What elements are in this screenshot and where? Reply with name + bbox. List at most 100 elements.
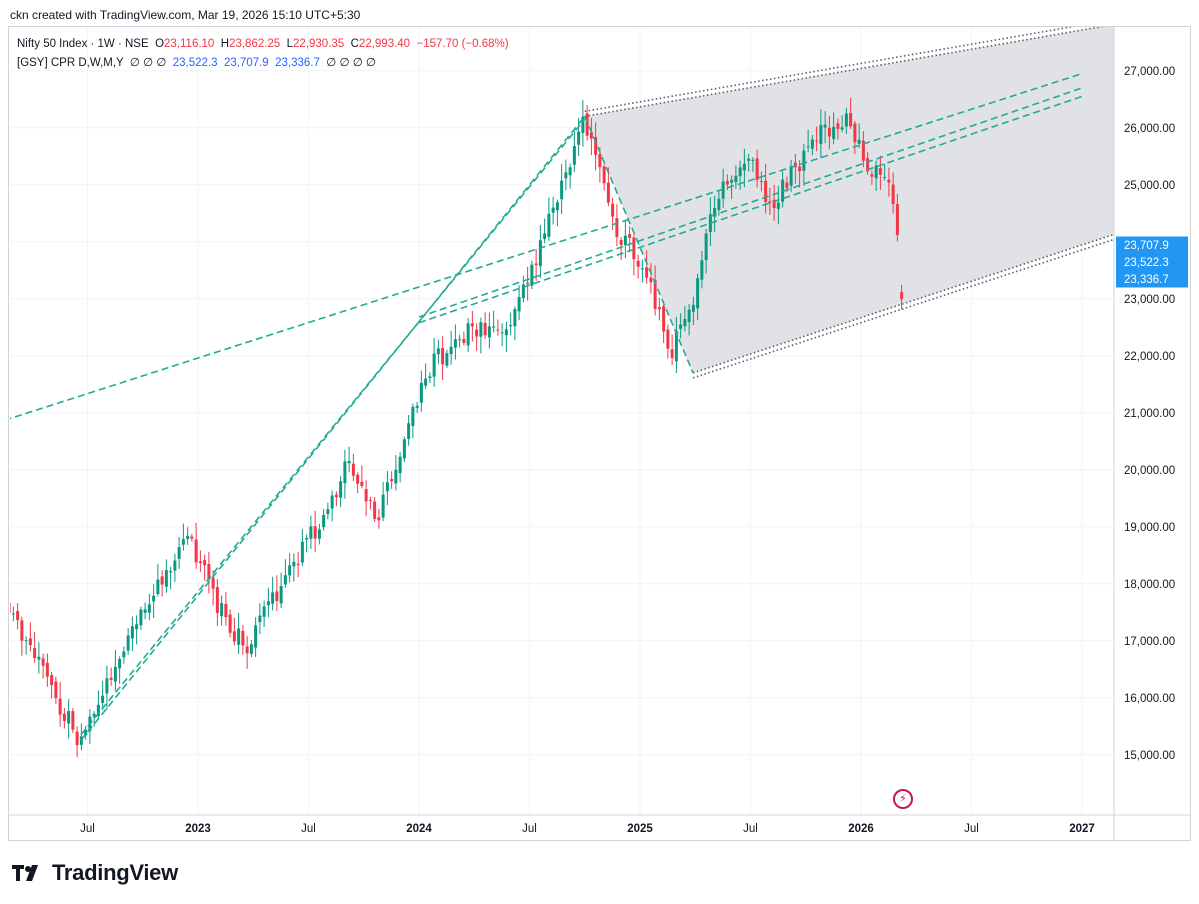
- candle-body: [487, 326, 491, 338]
- indicator-value-3: 23,336.7: [275, 57, 320, 69]
- candle-body: [662, 306, 666, 332]
- tradingview-logo-icon: [12, 865, 38, 881]
- candle-body: [581, 116, 585, 133]
- candle-body: [836, 123, 840, 129]
- candle-body: [806, 146, 810, 148]
- candle-body: [292, 561, 296, 567]
- candle-body: [832, 126, 836, 139]
- trendline: [584, 116, 694, 374]
- candle-body: [164, 570, 168, 587]
- chart-frame[interactable]: [8, 26, 1191, 841]
- candle-body: [356, 474, 360, 484]
- indicator-nulls-2: ∅ ∅ ∅ ∅: [326, 57, 376, 69]
- candle-body: [232, 631, 236, 642]
- candle-body: [424, 378, 428, 386]
- candle-body: [313, 526, 317, 539]
- candle-body: [364, 489, 368, 502]
- candle-body: [640, 268, 644, 270]
- candle-body: [368, 500, 372, 502]
- candle-body: [181, 539, 185, 545]
- candle-body: [317, 529, 321, 539]
- open-value: 23,116.10: [164, 38, 215, 50]
- candle-body: [564, 172, 568, 179]
- candle-body: [428, 376, 432, 379]
- candle-body: [237, 628, 241, 645]
- candle-body: [411, 406, 415, 427]
- candle-body: [602, 166, 606, 184]
- candle-body: [560, 180, 564, 200]
- candle-body: [674, 331, 678, 362]
- channel-fill: [584, 27, 1114, 373]
- x-tick-label: 2026: [848, 823, 874, 835]
- candle-body: [900, 292, 904, 300]
- candle-body: [241, 631, 245, 646]
- trendline: [80, 118, 586, 736]
- candle-body: [653, 280, 657, 309]
- candle-body: [343, 461, 347, 484]
- candle-body: [802, 150, 806, 171]
- candle-body: [717, 198, 721, 210]
- candle-body: [20, 620, 24, 641]
- candle-body: [696, 278, 700, 309]
- x-tick-label: 2024: [406, 823, 432, 835]
- symbol-legend: Nifty 50 Index · 1W · NSE O23,116.10 H23…: [17, 38, 509, 50]
- indicator-value-2: 23,707.9: [223, 57, 269, 69]
- flash-icon[interactable]: ⚡: [893, 789, 913, 809]
- candle-body: [683, 319, 687, 327]
- candle-body: [177, 547, 181, 559]
- candle-body: [194, 539, 198, 563]
- candle-body: [37, 656, 41, 660]
- candle-body: [730, 179, 734, 183]
- candle-body: [407, 423, 411, 439]
- candle-body: [105, 678, 109, 694]
- candle-body: [215, 587, 219, 613]
- candle-body: [207, 564, 211, 580]
- candle-body: [147, 604, 151, 613]
- candle-body: [198, 561, 202, 564]
- candle-body: [543, 233, 547, 240]
- candle-body: [394, 469, 398, 484]
- candle-body: [309, 526, 313, 539]
- candle-body: [224, 603, 228, 618]
- candle-body: [636, 260, 640, 267]
- candle-body: [755, 158, 759, 180]
- candle-body: [738, 167, 742, 177]
- candle-body: [517, 297, 521, 312]
- candle-body: [615, 218, 619, 237]
- candle-body: [589, 132, 593, 139]
- candle-body: [577, 131, 581, 145]
- x-tick-label: Jul: [301, 823, 316, 835]
- candle-body: [568, 167, 572, 176]
- indicator-name: [GSY] CPR D,W,M,Y: [17, 57, 124, 69]
- candle-body: [271, 592, 275, 604]
- candle-body: [772, 199, 776, 209]
- candle-body: [649, 277, 653, 283]
- candle-body: [713, 208, 717, 217]
- candle-body: [628, 233, 632, 238]
- candle-body: [708, 214, 712, 233]
- candle-body: [768, 201, 772, 203]
- close-value: 22,993.40: [358, 38, 411, 50]
- symbol-name: Nifty 50 Index · 1W · NSE: [17, 38, 149, 50]
- candle-body: [139, 609, 143, 626]
- close-label: C: [350, 38, 359, 50]
- x-tick-label: 2025: [627, 823, 653, 835]
- candle-body: [279, 586, 283, 604]
- indicator-nulls-1: ∅ ∅ ∅: [129, 57, 167, 69]
- candle-body: [258, 615, 262, 623]
- x-tick-label: 2023: [185, 823, 211, 835]
- candle-body: [810, 139, 814, 149]
- trendline: [10, 72, 1083, 420]
- candle-body: [360, 481, 364, 487]
- candle-body: [555, 202, 559, 211]
- tradingview-logo[interactable]: TradingView: [12, 860, 178, 886]
- candle-body: [453, 339, 457, 348]
- candle-body: [130, 626, 134, 639]
- low-value: 22,930.35: [293, 38, 345, 50]
- indicator-legend: [GSY] CPR D,W,M,Y ∅ ∅ ∅ 23,522.3 23,707.…: [17, 55, 376, 69]
- candle-body: [288, 565, 292, 576]
- candle-body: [585, 113, 589, 136]
- candle-body: [742, 163, 746, 171]
- candle-body: [173, 560, 177, 571]
